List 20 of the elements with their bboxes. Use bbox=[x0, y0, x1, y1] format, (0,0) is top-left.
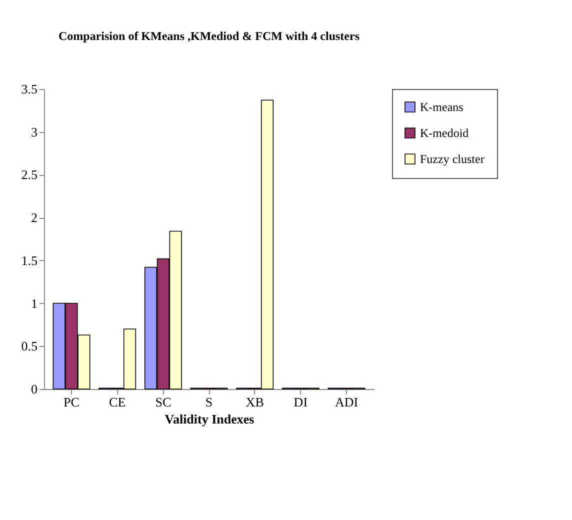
x-tick-label: S bbox=[205, 394, 213, 410]
y-tick-label: 0.5 bbox=[21, 338, 38, 354]
legend-label: Fuzzy cluster bbox=[420, 152, 484, 166]
legend-label: K-means bbox=[420, 100, 464, 114]
x-tick-label: PC bbox=[64, 394, 80, 410]
y-tick-label: 0 bbox=[31, 382, 38, 396]
x-tick-label: ADI bbox=[334, 394, 358, 410]
y-tick-label: 3 bbox=[31, 124, 38, 140]
x-tick-label: CE bbox=[109, 394, 126, 410]
y-tick-label: 2.5 bbox=[21, 167, 38, 182]
y-tick-label: 2 bbox=[31, 210, 38, 226]
chart-title: Comparision of KMeans ,KMediod & FCM with 4 clusters bbox=[58, 29, 360, 43]
legend-label: K-medoid bbox=[420, 126, 469, 140]
x-tick-label: SC bbox=[155, 394, 172, 410]
x-axis-title: Validity Indexes bbox=[164, 412, 254, 426]
x-tick-label: DI bbox=[294, 394, 308, 410]
x-tick-label: XB bbox=[246, 394, 264, 410]
y-tick-label: 3.5 bbox=[21, 82, 38, 96]
y-tick-label: 1.5 bbox=[21, 252, 38, 268]
y-tick-label: 1 bbox=[31, 296, 38, 311]
